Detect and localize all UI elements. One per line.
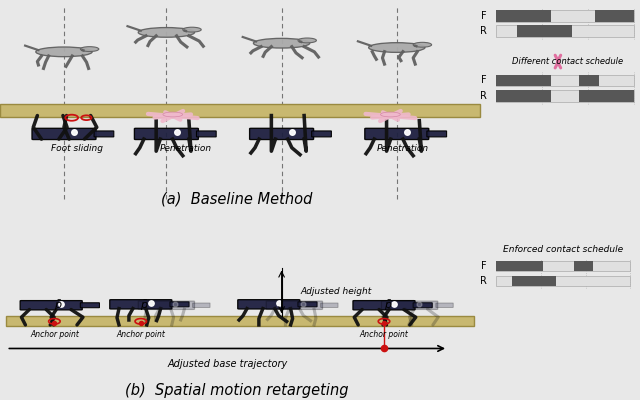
Text: Adjusted base trajectory: Adjusted base trajectory [167,359,287,369]
Text: R: R [479,26,486,36]
Ellipse shape [163,112,182,117]
FancyBboxPatch shape [427,131,447,137]
Text: F: F [481,261,486,271]
FancyBboxPatch shape [20,300,83,310]
Text: Anchor point: Anchor point [360,330,408,338]
Text: (b)  Spatial motion retargeting: (b) Spatial motion retargeting [125,383,349,398]
Ellipse shape [298,38,316,43]
Bar [574,261,593,271]
FancyBboxPatch shape [81,303,99,308]
Ellipse shape [36,47,92,57]
Ellipse shape [413,42,431,47]
FancyBboxPatch shape [110,300,172,309]
Text: R: R [479,276,486,286]
Text: $\bar{p}$: $\bar{p}$ [140,298,149,313]
FancyBboxPatch shape [413,303,432,308]
Text: $\bar{p}$: $\bar{p}$ [383,298,392,313]
Text: Adjusted height: Adjusted height [301,287,372,296]
Bar [516,25,572,37]
Text: Anchor point: Anchor point [30,330,79,338]
FancyBboxPatch shape [32,128,96,140]
Bar [6,316,474,326]
FancyBboxPatch shape [193,303,210,308]
FancyBboxPatch shape [170,302,189,307]
FancyBboxPatch shape [94,131,114,137]
FancyBboxPatch shape [238,300,300,309]
Text: Enforced contact schedule: Enforced contact schedule [503,245,623,254]
Text: R: R [479,90,486,100]
Text: F: F [481,11,486,21]
FancyBboxPatch shape [436,303,453,308]
Text: Anchor point: Anchor point [116,330,165,338]
Text: Foot sliding: Foot sliding [51,144,103,153]
Bar [496,90,634,102]
Bar [496,10,634,22]
Text: Penetration: Penetration [159,144,212,153]
Bar [579,90,634,102]
FancyBboxPatch shape [138,301,195,310]
Bar [512,276,557,286]
Text: (a)  Baseline Method: (a) Baseline Method [161,191,312,206]
Ellipse shape [369,43,425,52]
Bar [496,261,630,271]
FancyBboxPatch shape [250,128,314,140]
Text: Different contact schedule: Different contact schedule [513,57,623,66]
Text: $\bar{p}$: $\bar{p}$ [54,298,63,313]
Bar [496,276,630,286]
Bar [496,261,543,271]
FancyBboxPatch shape [321,303,338,308]
FancyBboxPatch shape [298,302,317,307]
FancyBboxPatch shape [196,131,216,137]
FancyBboxPatch shape [312,131,332,137]
FancyBboxPatch shape [365,128,429,140]
FancyBboxPatch shape [381,301,438,310]
Bar [496,74,551,86]
Bar [0,104,480,117]
Bar [496,25,634,37]
Text: F: F [481,76,486,86]
Ellipse shape [381,112,400,117]
FancyBboxPatch shape [266,301,323,310]
Bar [496,90,551,102]
Ellipse shape [253,38,310,48]
FancyBboxPatch shape [134,128,198,140]
Bar [579,74,599,86]
Ellipse shape [81,47,99,52]
Text: Penetration: Penetration [377,144,429,153]
Bar [496,74,634,86]
Ellipse shape [183,27,201,32]
Bar [595,10,634,22]
Bar [496,10,551,22]
Ellipse shape [138,28,195,37]
FancyBboxPatch shape [353,300,415,310]
